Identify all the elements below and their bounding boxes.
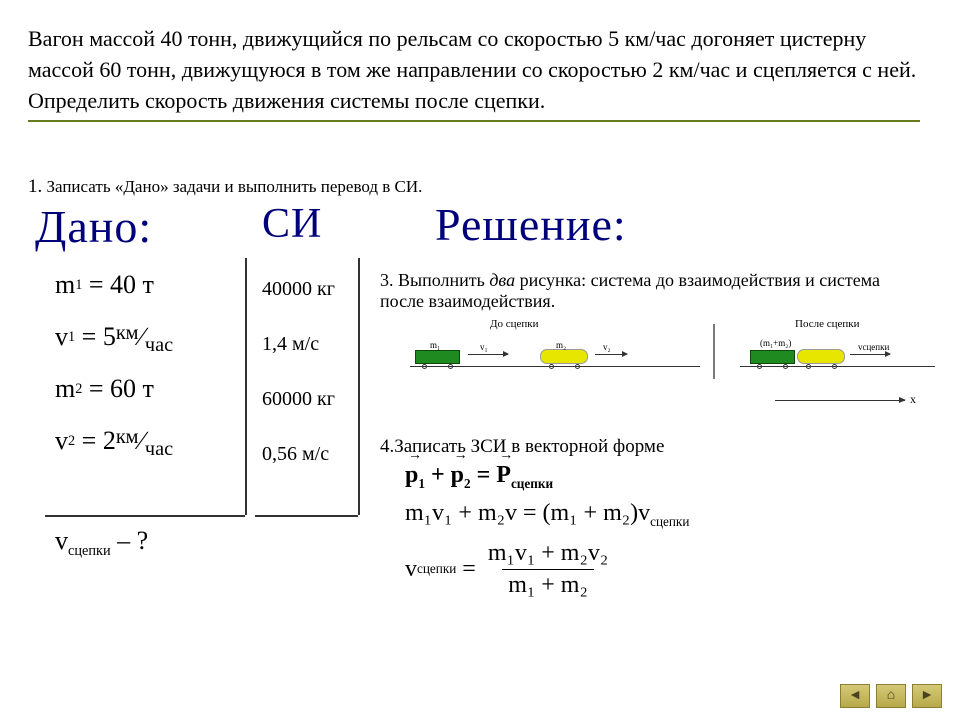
si-v1: 1,4 м/с — [262, 333, 335, 356]
solution-header: Решение: — [435, 198, 627, 251]
track-before — [410, 366, 700, 367]
divider-vertical-2 — [358, 258, 360, 515]
given-v1: v1 = 5 км∕час — [55, 322, 173, 352]
next-button[interactable]: ► — [912, 684, 942, 708]
wagon-after — [750, 350, 795, 364]
x-axis-label: x — [910, 392, 916, 407]
home-button[interactable]: ⌂ — [876, 684, 906, 708]
m2-label: m₂ — [556, 340, 566, 350]
eq-momentum-scalar: m₁v₁ + m₂v = (m₁ + m₂)vсцепки — [405, 500, 689, 530]
problem-statement: Вагон массой 40 тонн, движущийся по рель… — [28, 24, 920, 122]
tank-before — [540, 349, 588, 364]
given-header: Дано: — [35, 200, 152, 253]
given-v2: v2 = 2 км∕час — [55, 426, 173, 456]
si-header: СИ — [262, 200, 322, 248]
si-m1: 40000 кг — [262, 278, 335, 301]
step-1-text: Записать «Дано» задачи и выполнить перев… — [47, 177, 423, 196]
si-v2: 0,56 м/с — [262, 443, 335, 466]
arrow-right-icon: ► — [920, 688, 934, 704]
divider-vertical-1 — [245, 258, 247, 515]
track-after — [740, 366, 935, 367]
v1-arrow — [468, 354, 508, 355]
vc-label: vсцепки — [858, 342, 889, 352]
diagram-separator — [713, 324, 715, 379]
eq-momentum-vectors: p1 + p2 = Pсцепки — [405, 462, 689, 492]
step-4-num: 4. — [380, 436, 394, 457]
vc-arrow — [850, 354, 890, 355]
step-4-text: Записать ЗСИ в векторной форме — [394, 436, 664, 457]
given-column: m1 = 40 т v1 = 5 км∕час m2 = 60 т v2 = 2… — [55, 270, 173, 478]
si-m2: 60000 кг — [262, 388, 335, 411]
given-m1: m1 = 40 т — [55, 270, 173, 300]
si-column: 40000 кг 1,4 м/с 60000 кг 0,56 м/с — [262, 278, 335, 498]
home-icon: ⌂ — [887, 688, 895, 704]
wagon-before — [415, 350, 460, 364]
x-axis — [775, 400, 905, 401]
v2-label: v₂ — [603, 342, 611, 352]
v1-label: v₁ — [480, 342, 488, 352]
given-m2: m2 = 60 т — [55, 374, 173, 404]
step-1: 1. Записать «Дано» задачи и выполнить пе… — [28, 176, 422, 198]
prev-button[interactable]: ◄ — [840, 684, 870, 708]
m12-label: (m₁+m₂) — [760, 338, 791, 348]
step-1-num: 1. — [28, 176, 42, 197]
equations: p1 + p2 = Pсцепки m₁v₁ + m₂v = (m₁ + m₂)… — [405, 462, 689, 607]
step-3-num: 3. — [380, 270, 394, 290]
step-3: 3. Выполнить два рисунка: система до вза… — [380, 270, 925, 312]
after-label: После сцепки — [795, 318, 860, 330]
diagram: До сцепки После сцепки m₁ v₁ m₂ v₂ (m₁+m… — [410, 318, 935, 428]
before-label: До сцепки — [490, 318, 539, 330]
arrow-left-icon: ◄ — [848, 688, 862, 704]
question-row: vсцепки – ? — [55, 526, 148, 560]
step-4: 4.Записать ЗСИ в векторной форме — [380, 436, 664, 458]
problem-text: Вагон массой 40 тонн, движущийся по рель… — [28, 26, 916, 113]
m1-label: m₁ — [430, 340, 440, 350]
tank-after — [797, 349, 845, 364]
divider-horizontal-1 — [45, 515, 245, 517]
nav-bar: ◄ ⌂ ► — [840, 684, 942, 708]
divider-horizontal-2 — [255, 515, 358, 517]
v2-arrow — [595, 354, 627, 355]
eq-result: vсцепки = m₁v₁ + m₂v₂ m₁ + m₂ — [405, 540, 689, 599]
